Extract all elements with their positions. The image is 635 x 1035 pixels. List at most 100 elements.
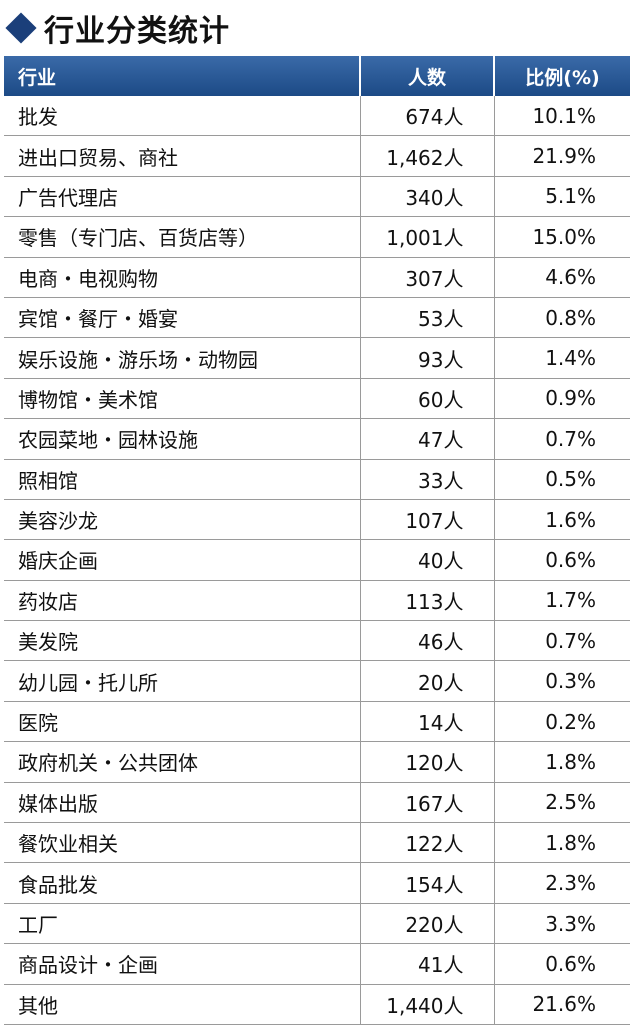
count-cell: 41人	[360, 943, 495, 985]
percent-cell: 0.2%	[494, 701, 630, 743]
table-row: 美容沙龙 107人 1.6%	[4, 499, 630, 541]
count-cell: 33人	[360, 459, 495, 500]
industry-cell: 宾馆・餐厅・婚宴	[4, 297, 361, 339]
count-cell: 1,440人	[360, 984, 495, 1025]
industry-cell: 药妆店	[4, 580, 361, 622]
percent-cell: 0.9%	[494, 378, 630, 420]
table-row: 商品设计・企画 41人 0.6%	[4, 943, 630, 985]
percent-cell: 0.5%	[494, 459, 630, 500]
percent-cell: 15.0%	[494, 216, 630, 258]
table-row: 零售（专门店、百货店等） 1,001人 15.0%	[4, 216, 630, 258]
diamond-bullet-icon	[5, 12, 37, 44]
percent-cell: 1.6%	[494, 499, 630, 541]
table-row: 宾馆・餐厅・婚宴 53人 0.8%	[4, 297, 630, 339]
table-body: 批发 674人 10.1% 进出口贸易、商社 1,462人 21.9% 广告代理店 340人 5…	[4, 96, 630, 1025]
percent-cell: 0.6%	[494, 539, 630, 581]
table-row: 广告代理店 340人 5.1%	[4, 176, 630, 218]
count-cell: 340人	[360, 176, 495, 218]
percent-cell: 2.5%	[494, 782, 630, 824]
industry-cell: 娱乐设施・游乐场・动物园	[4, 337, 361, 379]
count-cell: 307人	[360, 257, 495, 298]
industry-cell: 幼儿园・托儿所	[4, 660, 361, 702]
count-cell: 14人	[360, 701, 495, 743]
table-row: 农园菜地・园林设施 47人 0.7%	[4, 418, 630, 460]
count-cell: 20人	[360, 660, 495, 702]
page-title: 行业分类统计	[44, 14, 230, 49]
industry-cell: 商品设计・企画	[4, 943, 361, 985]
count-cell: 674人	[360, 96, 495, 137]
table-row: 娱乐设施・游乐场・动物园 93人 1.4%	[4, 337, 630, 379]
industry-cell: 媒体出版	[4, 782, 361, 824]
count-cell: 167人	[360, 782, 495, 824]
table-row: 媒体出版 167人 2.5%	[4, 782, 630, 824]
table-row: 幼儿园・托儿所 20人 0.3%	[4, 660, 630, 702]
column-header-count: 人数	[360, 56, 495, 96]
column-header-percent: 比例(%)	[494, 56, 630, 96]
count-cell: 53人	[360, 297, 495, 339]
title-bar: 行业分类统计	[4, 6, 230, 50]
count-cell: 40人	[360, 539, 495, 581]
industry-cell: 政府机关・公共团体	[4, 741, 361, 783]
industry-cell: 零售（专门店、百货店等）	[4, 216, 361, 258]
table-row: 照相馆 33人 0.5%	[4, 459, 630, 500]
table-row: 其他 1,440人 21.6%	[4, 984, 630, 1025]
percent-cell: 5.1%	[494, 176, 630, 218]
industry-cell: 工厂	[4, 903, 361, 945]
percent-cell: 21.6%	[494, 984, 630, 1025]
column-header-industry: 行业	[4, 56, 361, 96]
industry-cell: 医院	[4, 701, 361, 743]
count-cell: 220人	[360, 903, 495, 945]
table-row: 食品批发 154人 2.3%	[4, 862, 630, 904]
industry-cell: 农园菜地・园林设施	[4, 418, 361, 460]
table-row: 进出口贸易、商社 1,462人 21.9%	[4, 135, 630, 177]
percent-cell: 1.7%	[494, 580, 630, 622]
table-row: 政府机关・公共团体 120人 1.8%	[4, 741, 630, 783]
industry-cell: 照相馆	[4, 459, 361, 500]
percent-cell: 3.3%	[494, 903, 630, 945]
industry-cell: 美发院	[4, 620, 361, 662]
count-cell: 1,001人	[360, 216, 495, 258]
industry-cell: 批发	[4, 96, 361, 137]
count-cell: 122人	[360, 822, 495, 864]
percent-cell: 0.3%	[494, 660, 630, 702]
percent-cell: 1.8%	[494, 741, 630, 783]
percent-cell: 0.7%	[494, 620, 630, 662]
count-cell: 154人	[360, 862, 495, 904]
table-row: 工厂 220人 3.3%	[4, 903, 630, 945]
table-row: 批发 674人 10.1%	[4, 96, 630, 137]
count-cell: 1,462人	[360, 135, 495, 177]
percent-cell: 1.4%	[494, 337, 630, 379]
industry-cell: 博物馆・美术馆	[4, 378, 361, 420]
percent-cell: 0.6%	[494, 943, 630, 985]
count-cell: 93人	[360, 337, 495, 379]
percent-cell: 4.6%	[494, 257, 630, 298]
industry-cell: 电商・电视购物	[4, 257, 361, 298]
table-row: 美发院 46人 0.7%	[4, 620, 630, 662]
count-cell: 107人	[360, 499, 495, 541]
industry-cell: 美容沙龙	[4, 499, 361, 541]
table-row: 电商・电视购物 307人 4.6%	[4, 257, 630, 298]
percent-cell: 2.3%	[494, 862, 630, 904]
table-row: 婚庆企画 40人 0.6%	[4, 539, 630, 581]
table-row: 药妆店 113人 1.7%	[4, 580, 630, 622]
percent-cell: 1.8%	[494, 822, 630, 864]
table-header-row: 行业 人数 比例(%)	[4, 56, 630, 96]
industry-cell: 婚庆企画	[4, 539, 361, 581]
table-row: 博物馆・美术馆 60人 0.9%	[4, 378, 630, 420]
industry-cell: 食品批发	[4, 862, 361, 904]
industry-stats-table: 行业 人数 比例(%) 批发 674人 10.1% 进出口贸易、商社 1,462人 21.…	[4, 56, 630, 1025]
table-row: 餐饮业相关 122人 1.8%	[4, 822, 630, 864]
industry-cell: 其他	[4, 984, 361, 1025]
count-cell: 120人	[360, 741, 495, 783]
percent-cell: 0.7%	[494, 418, 630, 460]
percent-cell: 10.1%	[494, 96, 630, 137]
industry-cell: 进出口贸易、商社	[4, 135, 361, 177]
count-cell: 46人	[360, 620, 495, 662]
count-cell: 60人	[360, 378, 495, 420]
industry-cell: 广告代理店	[4, 176, 361, 218]
count-cell: 113人	[360, 580, 495, 622]
table-row: 医院 14人 0.2%	[4, 701, 630, 743]
percent-cell: 0.8%	[494, 297, 630, 339]
industry-cell: 餐饮业相关	[4, 822, 361, 864]
count-cell: 47人	[360, 418, 495, 460]
